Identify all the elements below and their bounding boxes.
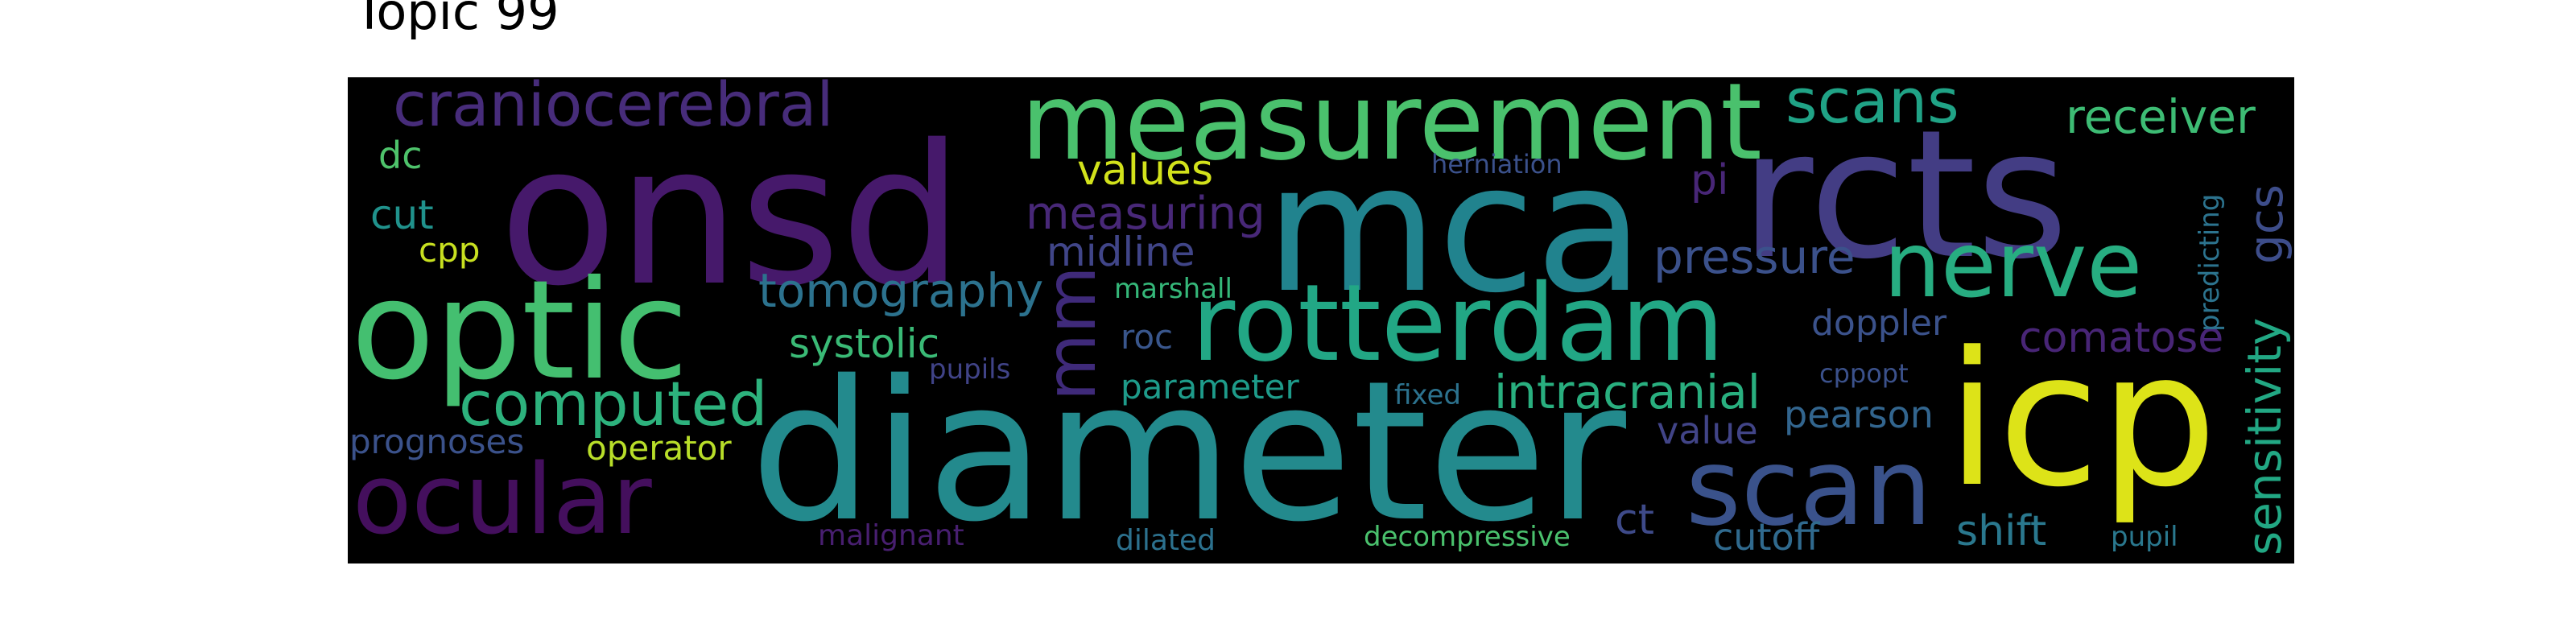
word-intracranial: intracranial	[1494, 365, 1761, 419]
word-receiver: receiver	[2066, 89, 2256, 144]
word-comatose: comatose	[2019, 314, 2224, 362]
word-predicting: predicting	[2194, 193, 2226, 332]
word-pupil: pupil	[2111, 521, 2178, 553]
word-midline: midline	[1046, 229, 1195, 275]
word-cut: cut	[370, 192, 434, 238]
chart-title: Topic 99	[354, 0, 559, 41]
word-computed: computed	[459, 368, 768, 440]
word-scan: scan	[1686, 426, 1932, 550]
word-rotterdam: rotterdam	[1191, 262, 1725, 386]
word-tomography: tomography	[758, 263, 1044, 318]
word-pearson: pearson	[1784, 393, 1934, 436]
word-craniocerebral: craniocerebral	[393, 77, 834, 140]
word-optic: optic	[351, 251, 689, 411]
word-diameter: diameter	[750, 339, 1626, 564]
word-pupils: pupils	[929, 353, 1011, 386]
word-onsd: onsd	[499, 103, 964, 328]
word-parameter: parameter	[1121, 367, 1299, 407]
word-herniation: herniation	[1431, 149, 1563, 180]
word-scans: scans	[1785, 77, 1959, 137]
word-mca: mca	[1265, 126, 1645, 332]
word-marshall: marshall	[1114, 273, 1232, 305]
word-systolic: systolic	[789, 320, 940, 367]
word-value: value	[1657, 409, 1758, 452]
word-decompressive: decompressive	[1364, 521, 1571, 553]
word-sensitivity: sensitivity	[2237, 317, 2292, 555]
word-dc: dc	[378, 134, 423, 177]
word-fixed: fixed	[1394, 379, 1461, 411]
word-icp: icp	[1946, 313, 2218, 528]
word-doppler: doppler	[1811, 303, 1947, 344]
word-malignant: malignant	[818, 519, 964, 552]
word-roc: roc	[1121, 317, 1174, 357]
word-ct: ct	[1615, 496, 1654, 544]
word-cloud: onsd diameter mca rcts icp optic measure…	[348, 77, 2294, 564]
word-operator: operator	[586, 428, 732, 468]
word-shift: shift	[1956, 507, 2047, 555]
word-gcs: gcs	[2239, 184, 2293, 264]
word-measuring: measuring	[1026, 188, 1265, 240]
word-pi: pi	[1690, 156, 1729, 204]
word-pressure: pressure	[1653, 229, 1856, 284]
word-values: values	[1077, 147, 1214, 195]
word-cutoff: cutoff	[1713, 515, 1820, 559]
word-rcts: rcts	[1740, 92, 2069, 298]
word-mm: mm	[1031, 266, 1112, 401]
word-nerve: nerve	[1884, 213, 2143, 318]
word-prognoses: prognoses	[349, 422, 525, 461]
word-cppopt: cppopt	[1819, 358, 1909, 389]
word-dilated: dilated	[1116, 524, 1216, 557]
word-ocular: ocular	[353, 444, 652, 556]
word-measurement: measurement	[1021, 77, 1762, 184]
word-cpp: cpp	[419, 230, 481, 270]
